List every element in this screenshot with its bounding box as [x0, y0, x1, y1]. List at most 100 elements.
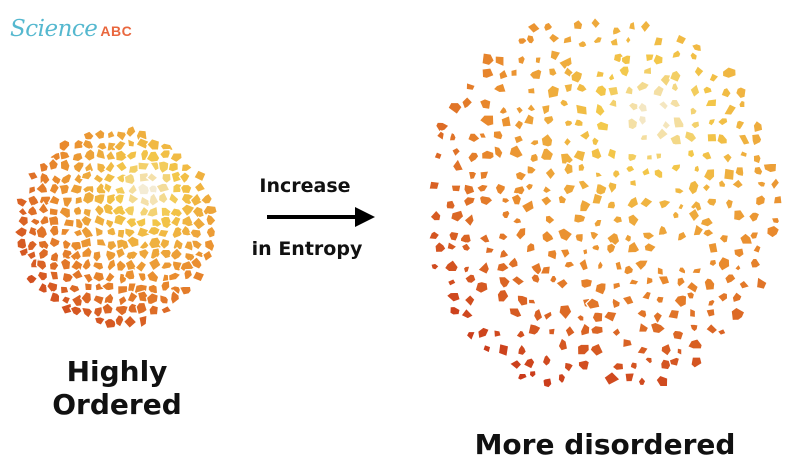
- ordered-tile: [122, 314, 138, 330]
- disordered-shard: [493, 144, 504, 161]
- ordered-tile: [59, 285, 70, 295]
- disordered-shard: [590, 146, 603, 161]
- disordered-shard: [737, 99, 746, 109]
- disordered-shard: [548, 274, 558, 284]
- disordered-shard: [497, 342, 510, 358]
- ordered-tile: [61, 196, 74, 209]
- disordered-shard: [591, 35, 604, 45]
- ordered-tile: [102, 202, 117, 216]
- ordered-tile: [68, 182, 84, 195]
- ordered-tile: [191, 205, 206, 220]
- disordered-shard: [577, 359, 591, 371]
- ordered-tile: [59, 302, 74, 316]
- disordered-shard: [716, 132, 729, 146]
- disordered-shard: [668, 133, 683, 146]
- disordered-shard: [516, 294, 529, 308]
- disordered-shard: [539, 194, 554, 208]
- disordered-shard: [514, 170, 528, 182]
- right-arrow-icon: [267, 207, 375, 227]
- disordered-shard: [463, 293, 476, 308]
- disordered-shard: [546, 248, 558, 262]
- ordered-tile: [79, 290, 93, 305]
- ordered-tile: [113, 193, 126, 206]
- disordered-shard: [564, 324, 577, 339]
- disordered-shard: [685, 280, 700, 295]
- disordered-shard: [554, 277, 570, 291]
- ordered-tile: [138, 171, 151, 184]
- disordered-shard: [661, 118, 672, 131]
- disordered-shard: [562, 183, 577, 196]
- ordered-tile: [193, 180, 207, 194]
- ordered-tile: [124, 149, 138, 162]
- disordered-shard: [617, 65, 631, 79]
- ordered-tile: [93, 128, 106, 141]
- ordered-tile: [148, 304, 160, 316]
- ordered-tile: [59, 157, 71, 173]
- disordered-shard: [620, 54, 632, 66]
- ordered-tile: [34, 180, 49, 195]
- disordered-shard: [732, 247, 745, 259]
- ordered-tile: [191, 215, 207, 232]
- disordered-shard: [530, 272, 541, 285]
- disordered-shard: [574, 103, 589, 117]
- disordered-shard: [640, 290, 653, 301]
- disordered-shard: [559, 152, 575, 166]
- disordered-shard: [572, 18, 584, 31]
- disordered-shard: [496, 288, 510, 303]
- disordered-shard: [500, 196, 512, 205]
- ordered-tile: [35, 224, 49, 240]
- ordered-tile: [27, 185, 37, 196]
- disordered-shard: [447, 230, 460, 242]
- ordered-tile: [26, 204, 39, 217]
- disordered-shard: [474, 280, 489, 295]
- disordered-shard: [540, 132, 554, 148]
- disordered-shard: [611, 361, 625, 372]
- disordered-shard: [652, 310, 664, 326]
- disordered-shard: [642, 65, 653, 76]
- disordered-shard: [477, 131, 488, 139]
- disordered-shard: [576, 39, 588, 49]
- ordered-tile: [59, 257, 72, 271]
- disordered-shard: [539, 147, 555, 162]
- disordered-shard: [652, 84, 666, 98]
- disordered-shard: [434, 121, 451, 133]
- disordered-shard: [534, 55, 543, 65]
- disordered-shard: [591, 311, 604, 324]
- disordered-shard: [614, 260, 624, 271]
- disordered-shard: [627, 152, 639, 163]
- disordered-shard: [443, 258, 460, 273]
- ordered-tile: [170, 170, 185, 184]
- ordered-tile: [93, 193, 107, 206]
- disordered-shard: [722, 102, 738, 116]
- disordered-shard: [434, 240, 447, 254]
- ordered-tile: [138, 314, 148, 329]
- ordered-tile: [102, 171, 118, 184]
- ordered-sphere-illustration: [11, 123, 219, 331]
- disordered-shard: [595, 120, 610, 132]
- disordered-shard: [508, 143, 525, 160]
- disordered-shard: [702, 167, 716, 183]
- disordered-shard: [514, 226, 527, 242]
- ordered-tile: [60, 295, 72, 306]
- disordered-shard: [622, 264, 635, 276]
- disordered-shard: [751, 243, 762, 255]
- disordered-shard: [513, 118, 525, 132]
- disordered-shard: [516, 372, 529, 382]
- ordered-tile: [123, 268, 136, 281]
- ordered-tile: [26, 170, 40, 182]
- ordered-tile: [37, 201, 51, 215]
- disordered-shard: [528, 369, 537, 379]
- disordered-shard: [734, 119, 746, 131]
- disordered-shard: [562, 136, 573, 148]
- disordered-shard: [705, 197, 718, 208]
- disordered-shard: [463, 212, 475, 228]
- ordered-tile: [126, 290, 140, 304]
- disordered-shard: [529, 152, 539, 164]
- ordered-tile: [106, 257, 117, 273]
- disordered-shard: [451, 157, 465, 173]
- ordered-tile: [115, 130, 129, 143]
- disordered-shard: [722, 167, 736, 182]
- disordered-shard: [611, 168, 622, 180]
- disordered-shard: [480, 149, 495, 161]
- disordered-shard: [445, 199, 457, 210]
